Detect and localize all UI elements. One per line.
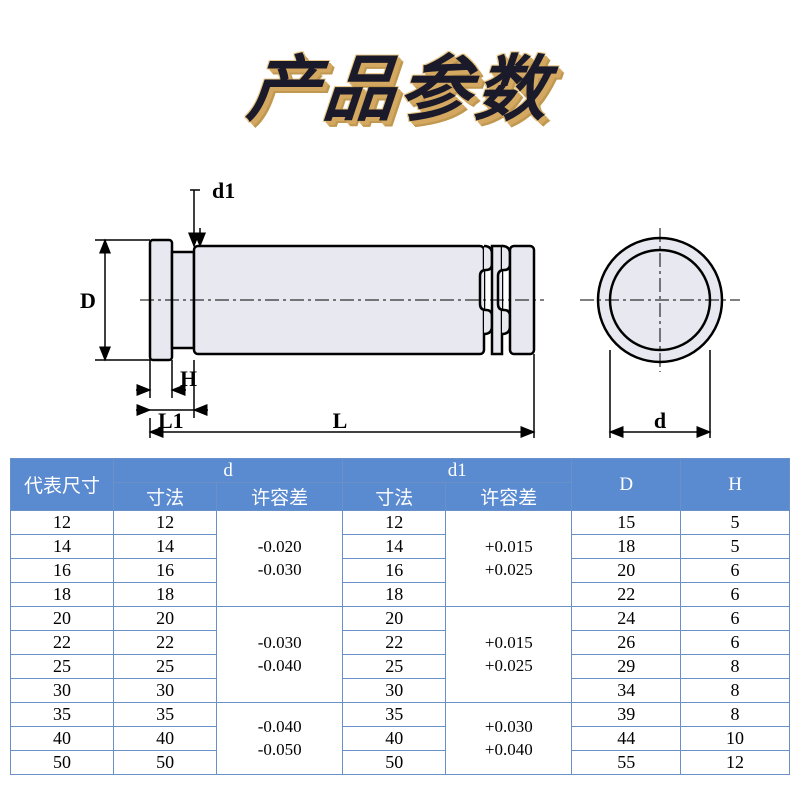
table-cell: 22 (572, 583, 681, 607)
th-d1: d1 (343, 459, 572, 483)
table-cell: 10 (681, 727, 790, 751)
table-cell: 35 (11, 703, 114, 727)
dim-label-D: D (80, 288, 96, 313)
table-cell: 14 (11, 535, 114, 559)
th-D: D (572, 459, 681, 511)
table-cell: 15 (572, 511, 681, 535)
th-d1-tol: 许容差 (446, 483, 572, 511)
table-cell: 8 (681, 679, 790, 703)
table-cell: 6 (681, 607, 790, 631)
table-cell: 6 (681, 583, 790, 607)
th-d-tol: 许容差 (217, 483, 343, 511)
table-cell: 20 (343, 607, 446, 631)
table-cell: 5 (681, 511, 790, 535)
table-row: 181818226 (11, 583, 790, 607)
table-cell: 50 (11, 751, 114, 775)
table-cell: 20 (114, 607, 217, 631)
th-d1-dim: 寸法 (343, 483, 446, 511)
table-cell: 25 (114, 655, 217, 679)
table-row: 5050505512 (11, 751, 790, 775)
table-cell: 22 (114, 631, 217, 655)
table-cell: 20 (572, 559, 681, 583)
table-cell: 26 (572, 631, 681, 655)
table-cell: 50 (114, 751, 217, 775)
dim-label-L1: L1 (158, 408, 184, 433)
table-cell: 18 (11, 583, 114, 607)
table-cell: 29 (572, 655, 681, 679)
table-cell: 6 (681, 559, 790, 583)
dim-label-d1: d1 (212, 180, 235, 203)
table-cell: 18 (572, 535, 681, 559)
table-row: 1212-0.020-0.03012+0.015+0.025155 (11, 511, 790, 535)
table-cell: 22 (11, 631, 114, 655)
table-cell: 39 (572, 703, 681, 727)
table-row: 4040404410 (11, 727, 790, 751)
table-cell: 12 (681, 751, 790, 775)
dim-label-d: d (654, 408, 666, 433)
th-H: H (681, 459, 790, 511)
table-row: 303030348 (11, 679, 790, 703)
table-row: 252525298 (11, 655, 790, 679)
table-cell: 40 (343, 727, 446, 751)
tolerance-cell-d: -0.040-0.050 (217, 703, 343, 775)
table-cell: 22 (343, 631, 446, 655)
table-cell: 30 (114, 679, 217, 703)
table-cell: 8 (681, 703, 790, 727)
technical-diagram: D d1 H L1 L d (40, 180, 760, 450)
table-cell: 16 (11, 559, 114, 583)
tolerance-cell-d1: +0.015+0.025 (446, 511, 572, 607)
tolerance-cell-d: -0.030-0.040 (217, 607, 343, 703)
table-cell: 35 (343, 703, 446, 727)
table-cell: 16 (343, 559, 446, 583)
table-cell: 44 (572, 727, 681, 751)
tolerance-cell-d1: +0.015+0.025 (446, 607, 572, 703)
table-cell: 14 (343, 535, 446, 559)
table-cell: 12 (114, 511, 217, 535)
table-cell: 5 (681, 535, 790, 559)
table-cell: 24 (572, 607, 681, 631)
table-cell: 35 (114, 703, 217, 727)
th-size: 代表尺寸 (11, 459, 114, 511)
th-d-dim: 寸法 (114, 483, 217, 511)
table-row: 2020-0.030-0.04020+0.015+0.025246 (11, 607, 790, 631)
table-cell: 12 (11, 511, 114, 535)
table-cell: 40 (114, 727, 217, 751)
tolerance-cell-d: -0.020-0.030 (217, 511, 343, 607)
spec-table: 代表尺寸 d d1 D H 寸法 许容差 寸法 许容差 1212-0.020-0… (10, 458, 790, 775)
table-cell: 30 (343, 679, 446, 703)
table-cell: 25 (343, 655, 446, 679)
table-cell: 34 (572, 679, 681, 703)
table-cell: 20 (11, 607, 114, 631)
table-cell: 16 (114, 559, 217, 583)
tolerance-cell-d1: +0.030+0.040 (446, 703, 572, 775)
page-title: 产品参数 (243, 30, 556, 135)
table-cell: 6 (681, 631, 790, 655)
table-cell: 8 (681, 655, 790, 679)
table-row: 3535-0.040-0.05035+0.030+0.040398 (11, 703, 790, 727)
table-cell: 50 (343, 751, 446, 775)
table-row: 222222266 (11, 631, 790, 655)
spec-table-area: 代表尺寸 d d1 D H 寸法 许容差 寸法 许容差 1212-0.020-0… (10, 458, 790, 775)
table-cell: 18 (114, 583, 217, 607)
dim-label-L: L (333, 408, 348, 433)
table-cell: 30 (11, 679, 114, 703)
table-cell: 14 (114, 535, 217, 559)
table-body: 1212-0.020-0.03012+0.015+0.0251551414141… (11, 511, 790, 775)
table-cell: 40 (11, 727, 114, 751)
table-row: 141414185 (11, 535, 790, 559)
table-cell: 18 (343, 583, 446, 607)
table-header: 代表尺寸 d d1 D H 寸法 许容差 寸法 许容差 (11, 459, 790, 511)
table-row: 161616206 (11, 559, 790, 583)
th-d: d (114, 459, 343, 483)
table-cell: 25 (11, 655, 114, 679)
table-cell: 55 (572, 751, 681, 775)
title-area: 产品参数 (0, 0, 800, 145)
table-cell: 12 (343, 511, 446, 535)
